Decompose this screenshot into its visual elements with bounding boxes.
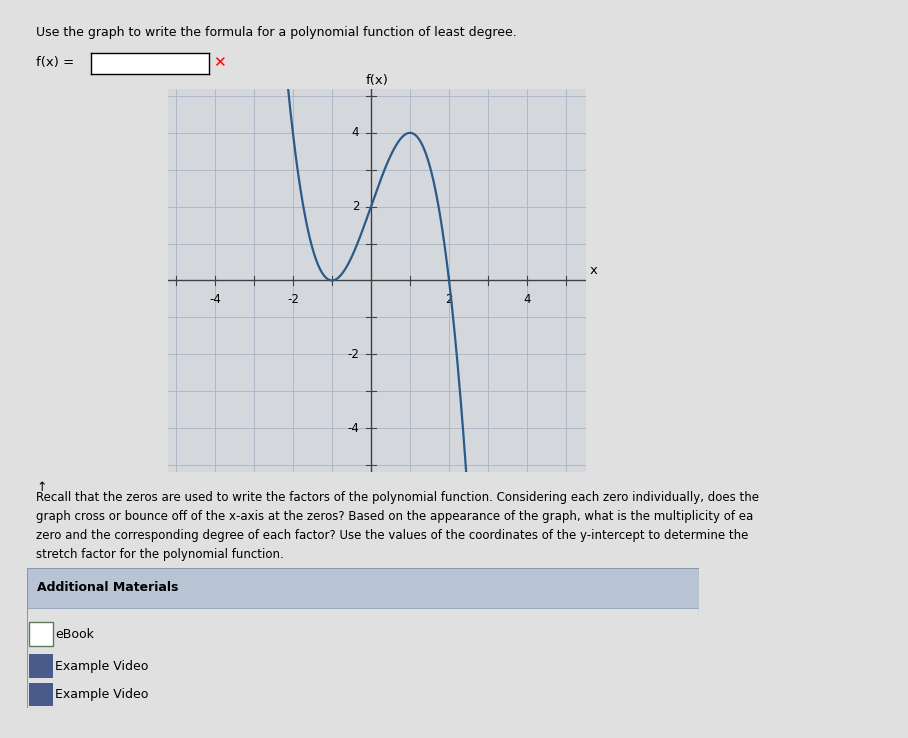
Text: eBook: eBook — [55, 627, 94, 641]
Text: 4: 4 — [351, 126, 360, 139]
Text: f(x): f(x) — [365, 74, 389, 86]
Text: ✕: ✕ — [213, 55, 226, 70]
Text: Recall that the zeros are used to write the factors of the polynomial function. : Recall that the zeros are used to write … — [36, 491, 759, 561]
Text: Example Video: Example Video — [55, 688, 149, 701]
FancyBboxPatch shape — [29, 683, 53, 706]
Text: -2: -2 — [287, 293, 299, 306]
FancyBboxPatch shape — [29, 655, 53, 678]
Text: ↑: ↑ — [36, 481, 47, 494]
Text: f(x) =: f(x) = — [36, 56, 74, 69]
Text: Example Video: Example Video — [55, 660, 149, 673]
FancyBboxPatch shape — [27, 568, 699, 607]
Text: 4: 4 — [523, 293, 531, 306]
Text: 2: 2 — [351, 200, 360, 213]
Text: 2: 2 — [445, 293, 453, 306]
Text: x: x — [589, 263, 597, 277]
Text: -4: -4 — [209, 293, 221, 306]
Text: -2: -2 — [348, 348, 360, 361]
Text: Use the graph to write the formula for a polynomial function of least degree.: Use the graph to write the formula for a… — [36, 26, 517, 39]
FancyBboxPatch shape — [29, 622, 53, 646]
Text: Additional Materials: Additional Materials — [37, 582, 179, 594]
Text: -4: -4 — [348, 421, 360, 435]
